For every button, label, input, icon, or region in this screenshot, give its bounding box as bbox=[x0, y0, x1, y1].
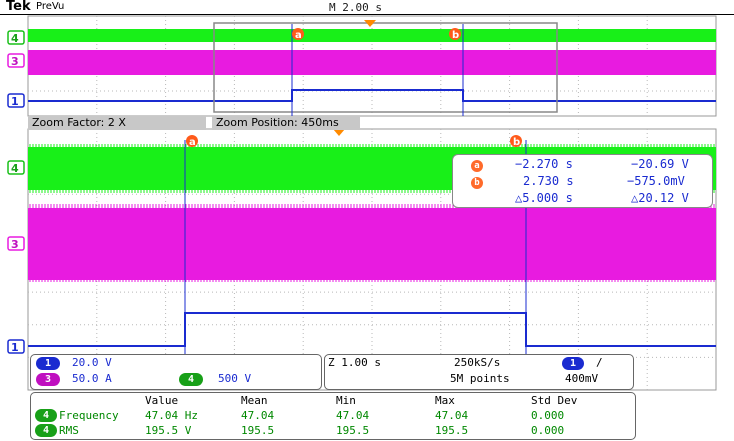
zoom-trigger-marker bbox=[333, 129, 345, 136]
brand-logo: Tek bbox=[6, 0, 31, 14]
cursor-b-value: −575.0mV bbox=[627, 174, 685, 188]
meas-row-1-name: Frequency bbox=[59, 409, 119, 422]
vertical-settings-box[interactable] bbox=[30, 354, 322, 390]
meas-row-1-value: 47.04 Hz bbox=[145, 409, 198, 422]
timebase-label: M 2.00 s bbox=[329, 1, 382, 14]
sample-rate: 250kS/s bbox=[454, 356, 501, 369]
zoom-window-bracket bbox=[213, 22, 558, 113]
ch4-scale-badge[interactable]: 4 bbox=[179, 373, 203, 386]
cursor-a-value: −20.69 V bbox=[631, 157, 689, 171]
meas-header-min: Min bbox=[336, 394, 356, 407]
ch1-marker[interactable]: 1 bbox=[7, 93, 25, 108]
svg-text:a: a bbox=[189, 137, 196, 148]
ch3-marker[interactable]: 3 bbox=[7, 53, 25, 68]
settings-bar: 1 20.0 V 3 50.0 A 4 500 V Z 1.00 s 250kS… bbox=[30, 354, 716, 390]
ch4-marker[interactable]: 4 bbox=[7, 30, 25, 45]
svg-text:3: 3 bbox=[11, 238, 19, 251]
ch1-marker-zoom[interactable]: 1 bbox=[7, 339, 25, 354]
zoom-ch1-trace bbox=[28, 312, 716, 347]
overview-ch4-trace bbox=[28, 29, 716, 42]
overview-trigger-marker bbox=[364, 20, 376, 27]
cursor-delta-time: △5.000 s bbox=[515, 191, 573, 205]
zoom-timebase: Z 1.00 s bbox=[328, 356, 381, 369]
svg-text:1: 1 bbox=[11, 341, 19, 354]
meas-row-2-stddev: 0.000 bbox=[531, 424, 565, 437]
cursor-readout: a −2.270 s −20.69 V b 2.730 s −575.0mV △… bbox=[452, 154, 713, 208]
ch3-scale: 50.0 A bbox=[72, 372, 112, 385]
cursor-b-time: 2.730 s bbox=[523, 174, 574, 188]
meas-row-1-max: 47.04 bbox=[435, 409, 469, 422]
cursor-b-icon: b bbox=[471, 177, 483, 189]
meas-row-2-value: 195.5 V bbox=[145, 424, 192, 437]
header-divider bbox=[0, 14, 734, 15]
ch3-scale-badge[interactable]: 3 bbox=[36, 373, 60, 386]
meas-row-2-name: RMS bbox=[59, 424, 79, 437]
zoom-cursor-a-badge[interactable]: a bbox=[186, 135, 198, 148]
meas-row-2-min: 195.5 bbox=[336, 424, 370, 437]
mode-label: PreVu bbox=[36, 1, 65, 12]
overview-cursor-a-badge[interactable]: a bbox=[292, 28, 304, 41]
meas-row-1-mean: 47.04 bbox=[241, 409, 275, 422]
cursor-delta-value: △20.12 V bbox=[631, 191, 689, 205]
meas-header-value: Value bbox=[145, 394, 179, 407]
meas-header-mean: Mean bbox=[241, 394, 268, 407]
ch4-marker-zoom[interactable]: 4 bbox=[7, 160, 25, 175]
zoom-cursor-b-badge[interactable]: b bbox=[510, 135, 522, 148]
overview-cursor-b-badge[interactable]: b bbox=[449, 28, 461, 41]
zoom-position-label: Zoom Position: 450ms bbox=[212, 116, 360, 130]
cursor-a-icon: a bbox=[471, 160, 483, 172]
measurements-table: Value Mean Min Max Std Dev 4 Frequency 4… bbox=[30, 392, 636, 440]
meas-row-2-mean: 195.5 bbox=[241, 424, 275, 437]
svg-text:4: 4 bbox=[11, 32, 19, 45]
record-length: 5M points bbox=[450, 372, 510, 385]
trigger-level: 400mV bbox=[565, 372, 599, 385]
svg-text:b: b bbox=[452, 30, 459, 41]
ch4-scale: 500 V bbox=[218, 372, 252, 385]
meas-header-max: Max bbox=[435, 394, 455, 407]
svg-text:4: 4 bbox=[11, 162, 19, 175]
ch3-marker-zoom[interactable]: 3 bbox=[7, 236, 25, 251]
ch1-scale: 20.0 V bbox=[72, 356, 112, 369]
svg-text:b: b bbox=[513, 137, 520, 148]
svg-text:a: a bbox=[295, 30, 302, 41]
cursor-a-readout-row: a bbox=[471, 156, 483, 172]
meas-header-stddev: Std Dev bbox=[531, 394, 578, 407]
overview-ch3-trace bbox=[28, 50, 716, 75]
cursor-a-time: −2.270 s bbox=[515, 157, 573, 171]
meas-row-1-min: 47.04 bbox=[336, 409, 370, 422]
cursor-b-readout-row: b bbox=[471, 173, 483, 189]
svg-text:1: 1 bbox=[11, 95, 19, 108]
trigger-slope-icon: / bbox=[596, 356, 603, 369]
svg-text:3: 3 bbox=[11, 55, 19, 68]
trigger-source-badge[interactable]: 1 bbox=[562, 357, 584, 370]
meas-row-1-channel[interactable]: 4 bbox=[35, 409, 57, 422]
ch1-scale-badge[interactable]: 1 bbox=[36, 357, 60, 370]
meas-row-1-stddev: 0.000 bbox=[531, 409, 565, 422]
meas-row-2-channel[interactable]: 4 bbox=[35, 424, 57, 437]
meas-row-2-max: 195.5 bbox=[435, 424, 469, 437]
overview-ch1-trace bbox=[28, 89, 716, 102]
zoom-factor-label: Zoom Factor: 2 X bbox=[28, 116, 206, 130]
